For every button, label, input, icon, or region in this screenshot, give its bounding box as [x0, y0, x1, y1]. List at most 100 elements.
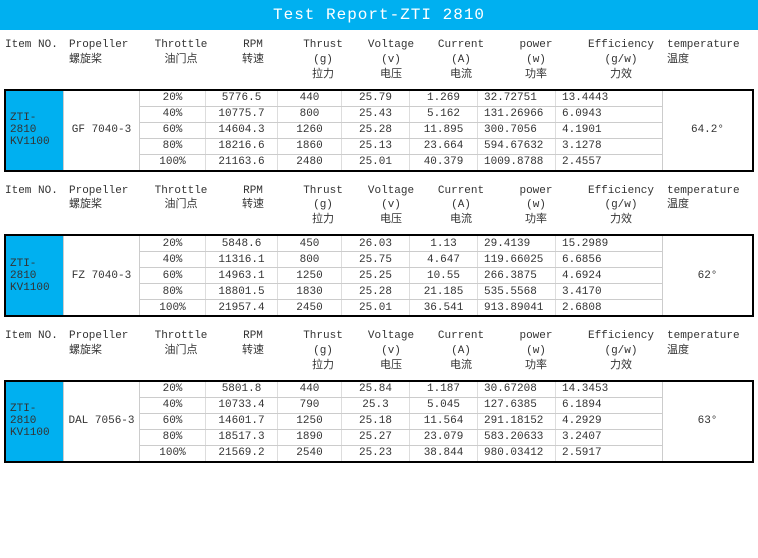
cell-power: 980.03412 [478, 446, 556, 461]
column-header: Thrust(g)拉力 [290, 182, 356, 231]
temperature-cell: 62° [662, 236, 752, 315]
item-no-cell: ZTI-2810KV1100 [6, 382, 64, 461]
cell-power: 535.5568 [478, 284, 556, 299]
cell-eff: 2.4557 [556, 155, 662, 170]
cell-thrust: 1260 [278, 123, 342, 138]
cell-eff: 15.2989 [556, 236, 662, 251]
table-row: 60%14601.7125025.1811.564291.181524.2929 [140, 414, 662, 430]
cell-rpm: 5776.5 [206, 91, 278, 106]
cell-throttle: 80% [140, 284, 206, 299]
cell-power: 300.7056 [478, 123, 556, 138]
column-header: Efficiency(g/w)力效 [576, 182, 666, 231]
data-block: ZTI-2810KV1100FZ 7040-320%5848.645026.03… [4, 234, 754, 317]
cell-thrust: 440 [278, 91, 342, 106]
column-header: Throttle油门点 [146, 36, 216, 85]
cell-current: 1.187 [410, 382, 478, 397]
column-header: temperature温度 [666, 182, 754, 231]
cell-rpm: 21569.2 [206, 446, 278, 461]
cell-current: 23.664 [410, 139, 478, 154]
table-row: 80%18801.5183025.2821.185535.55683.4170 [140, 284, 662, 300]
table-row: 20%5848.645026.031.1329.413915.2989 [140, 236, 662, 252]
cell-rpm: 11316.1 [206, 252, 278, 267]
cell-power: 131.26966 [478, 107, 556, 122]
cell-throttle: 60% [140, 268, 206, 283]
cell-voltage: 25.28 [342, 284, 410, 299]
cell-power: 583.20633 [478, 430, 556, 445]
cell-current: 11.564 [410, 414, 478, 429]
cell-current: 23.079 [410, 430, 478, 445]
column-header: Propeller螺旋桨 [68, 327, 146, 376]
column-header: Current(A)电流 [426, 327, 496, 376]
cell-rpm: 18517.3 [206, 430, 278, 445]
cell-voltage: 25.23 [342, 446, 410, 461]
column-header: Thrust(g)拉力 [290, 36, 356, 85]
column-header: power(w)功率 [496, 36, 576, 85]
cell-voltage: 25.27 [342, 430, 410, 445]
cell-eff: 6.0943 [556, 107, 662, 122]
cell-rpm: 5801.8 [206, 382, 278, 397]
item-no-cell: ZTI-2810KV1100 [6, 236, 64, 315]
cell-voltage: 25.79 [342, 91, 410, 106]
table-row: 40%10733.479025.35.045127.63856.1894 [140, 398, 662, 414]
column-header: Item NO. [4, 182, 68, 231]
propeller-cell: FZ 7040-3 [64, 236, 140, 315]
cell-throttle: 20% [140, 91, 206, 106]
column-header: power(w)功率 [496, 182, 576, 231]
column-header: Voltage(v)电压 [356, 36, 426, 85]
table-row: 60%14963.1125025.2510.55266.38754.6924 [140, 268, 662, 284]
table-row: 20%5776.544025.791.26932.7275113.4443 [140, 91, 662, 107]
cell-thrust: 1860 [278, 139, 342, 154]
report-body: Item NO.Propeller螺旋桨Throttle油门点RPM转速Thru… [0, 30, 758, 463]
cell-rpm: 18216.6 [206, 139, 278, 154]
cell-power: 127.6385 [478, 398, 556, 413]
cell-power: 30.67208 [478, 382, 556, 397]
cell-current: 5.162 [410, 107, 478, 122]
cell-current: 1.13 [410, 236, 478, 251]
cell-eff: 2.5917 [556, 446, 662, 461]
cell-voltage: 25.75 [342, 252, 410, 267]
cell-power: 119.66025 [478, 252, 556, 267]
cell-voltage: 25.01 [342, 300, 410, 315]
table-row: 80%18216.6186025.1323.664594.676323.1278 [140, 139, 662, 155]
column-header: Current(A)电流 [426, 182, 496, 231]
column-header: temperature温度 [666, 36, 754, 85]
data-rows: 20%5801.844025.841.18730.6720814.345340%… [140, 382, 662, 461]
cell-thrust: 790 [278, 398, 342, 413]
cell-rpm: 14601.7 [206, 414, 278, 429]
cell-throttle: 100% [140, 300, 206, 315]
column-header: Propeller螺旋桨 [68, 36, 146, 85]
column-header: power(w)功率 [496, 327, 576, 376]
cell-current: 36.541 [410, 300, 478, 315]
column-header: Efficiency(g/w)力效 [576, 36, 666, 85]
cell-rpm: 14963.1 [206, 268, 278, 283]
table-row: 60%14604.3126025.2811.895300.70564.1901 [140, 123, 662, 139]
cell-thrust: 1890 [278, 430, 342, 445]
cell-throttle: 40% [140, 252, 206, 267]
data-block: ZTI-2810KV1100DAL 7056-320%5801.844025.8… [4, 380, 754, 463]
table-row: 20%5801.844025.841.18730.6720814.3453 [140, 382, 662, 398]
cell-eff: 14.3453 [556, 382, 662, 397]
data-rows: 20%5776.544025.791.26932.7275113.444340%… [140, 91, 662, 170]
cell-throttle: 80% [140, 139, 206, 154]
cell-rpm: 10733.4 [206, 398, 278, 413]
table-row: 40%10775.780025.435.162131.269666.0943 [140, 107, 662, 123]
cell-eff: 6.6856 [556, 252, 662, 267]
table-row: 80%18517.3189025.2723.079583.206333.2407 [140, 430, 662, 446]
data-block: ZTI-2810KV1100GF 7040-320%5776.544025.79… [4, 89, 754, 172]
cell-thrust: 2540 [278, 446, 342, 461]
cell-power: 29.4139 [478, 236, 556, 251]
cell-eff: 6.1894 [556, 398, 662, 413]
cell-rpm: 18801.5 [206, 284, 278, 299]
cell-rpm: 21163.6 [206, 155, 278, 170]
cell-thrust: 450 [278, 236, 342, 251]
cell-rpm: 5848.6 [206, 236, 278, 251]
cell-throttle: 20% [140, 236, 206, 251]
cell-power: 266.3875 [478, 268, 556, 283]
cell-rpm: 10775.7 [206, 107, 278, 122]
data-rows: 20%5848.645026.031.1329.413915.298940%11… [140, 236, 662, 315]
cell-eff: 4.2929 [556, 414, 662, 429]
temperature-cell: 64.2° [662, 91, 752, 170]
cell-thrust: 1830 [278, 284, 342, 299]
column-header: Item NO. [4, 327, 68, 376]
column-header-row: Item NO.Propeller螺旋桨Throttle油门点RPM转速Thru… [0, 176, 758, 235]
